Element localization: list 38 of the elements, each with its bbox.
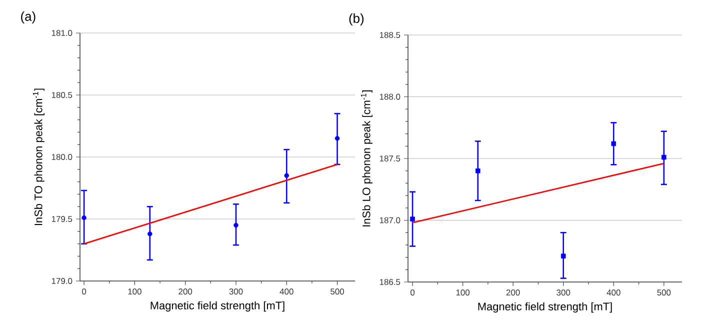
y-tick-label: 179.5 xyxy=(52,216,72,222)
point xyxy=(662,154,666,160)
y-tick-label: 181.0 xyxy=(52,30,72,36)
point xyxy=(475,168,480,174)
x-tick-label: 100 xyxy=(128,288,142,295)
x-tick-label: 300 xyxy=(556,290,570,296)
point xyxy=(611,141,616,146)
point xyxy=(284,173,290,178)
y-tick-label: 188.0 xyxy=(380,94,400,100)
x-axis-title: Magnetic field strength [mT] xyxy=(150,301,284,312)
y-tick-label: 180.5 xyxy=(52,92,72,98)
y-tick-label: 187.0 xyxy=(380,217,400,224)
point xyxy=(334,136,340,141)
x-tick-label: 400 xyxy=(606,290,620,296)
point xyxy=(82,215,86,220)
x-tick-label: 0 xyxy=(410,290,415,296)
x-tick-label: 500 xyxy=(330,288,344,295)
y-axis-title: InSb LO phonon peak [cm$^{-1}$] xyxy=(360,90,372,226)
y-tick-label: 187.5 xyxy=(380,156,400,162)
y-tick-label: 188.5 xyxy=(380,32,400,38)
y-tick-label: 186.5 xyxy=(380,279,400,285)
point xyxy=(410,216,415,222)
chart-title: (a) xyxy=(21,11,36,24)
y-axis-title: InSb TO phonon peak [cm$^{-1}$] xyxy=(32,88,44,226)
point xyxy=(234,222,238,228)
x-axis-title: Magnetic field strength [mT] xyxy=(478,302,612,313)
x-tick-label: 500 xyxy=(657,290,671,296)
point xyxy=(560,254,566,258)
x-tick-label: 300 xyxy=(229,288,243,295)
y-tick-label: 180.0 xyxy=(52,154,72,160)
x-tick-label: 0 xyxy=(82,288,86,295)
y-tick-label: 179.0 xyxy=(52,278,72,284)
x-tick-label: 400 xyxy=(280,288,294,295)
chart-title: (b) xyxy=(349,13,364,26)
x-tick-label: 100 xyxy=(456,290,470,296)
x-tick-label: 200 xyxy=(506,290,520,296)
point xyxy=(148,231,152,236)
x-tick-label: 200 xyxy=(178,288,192,295)
